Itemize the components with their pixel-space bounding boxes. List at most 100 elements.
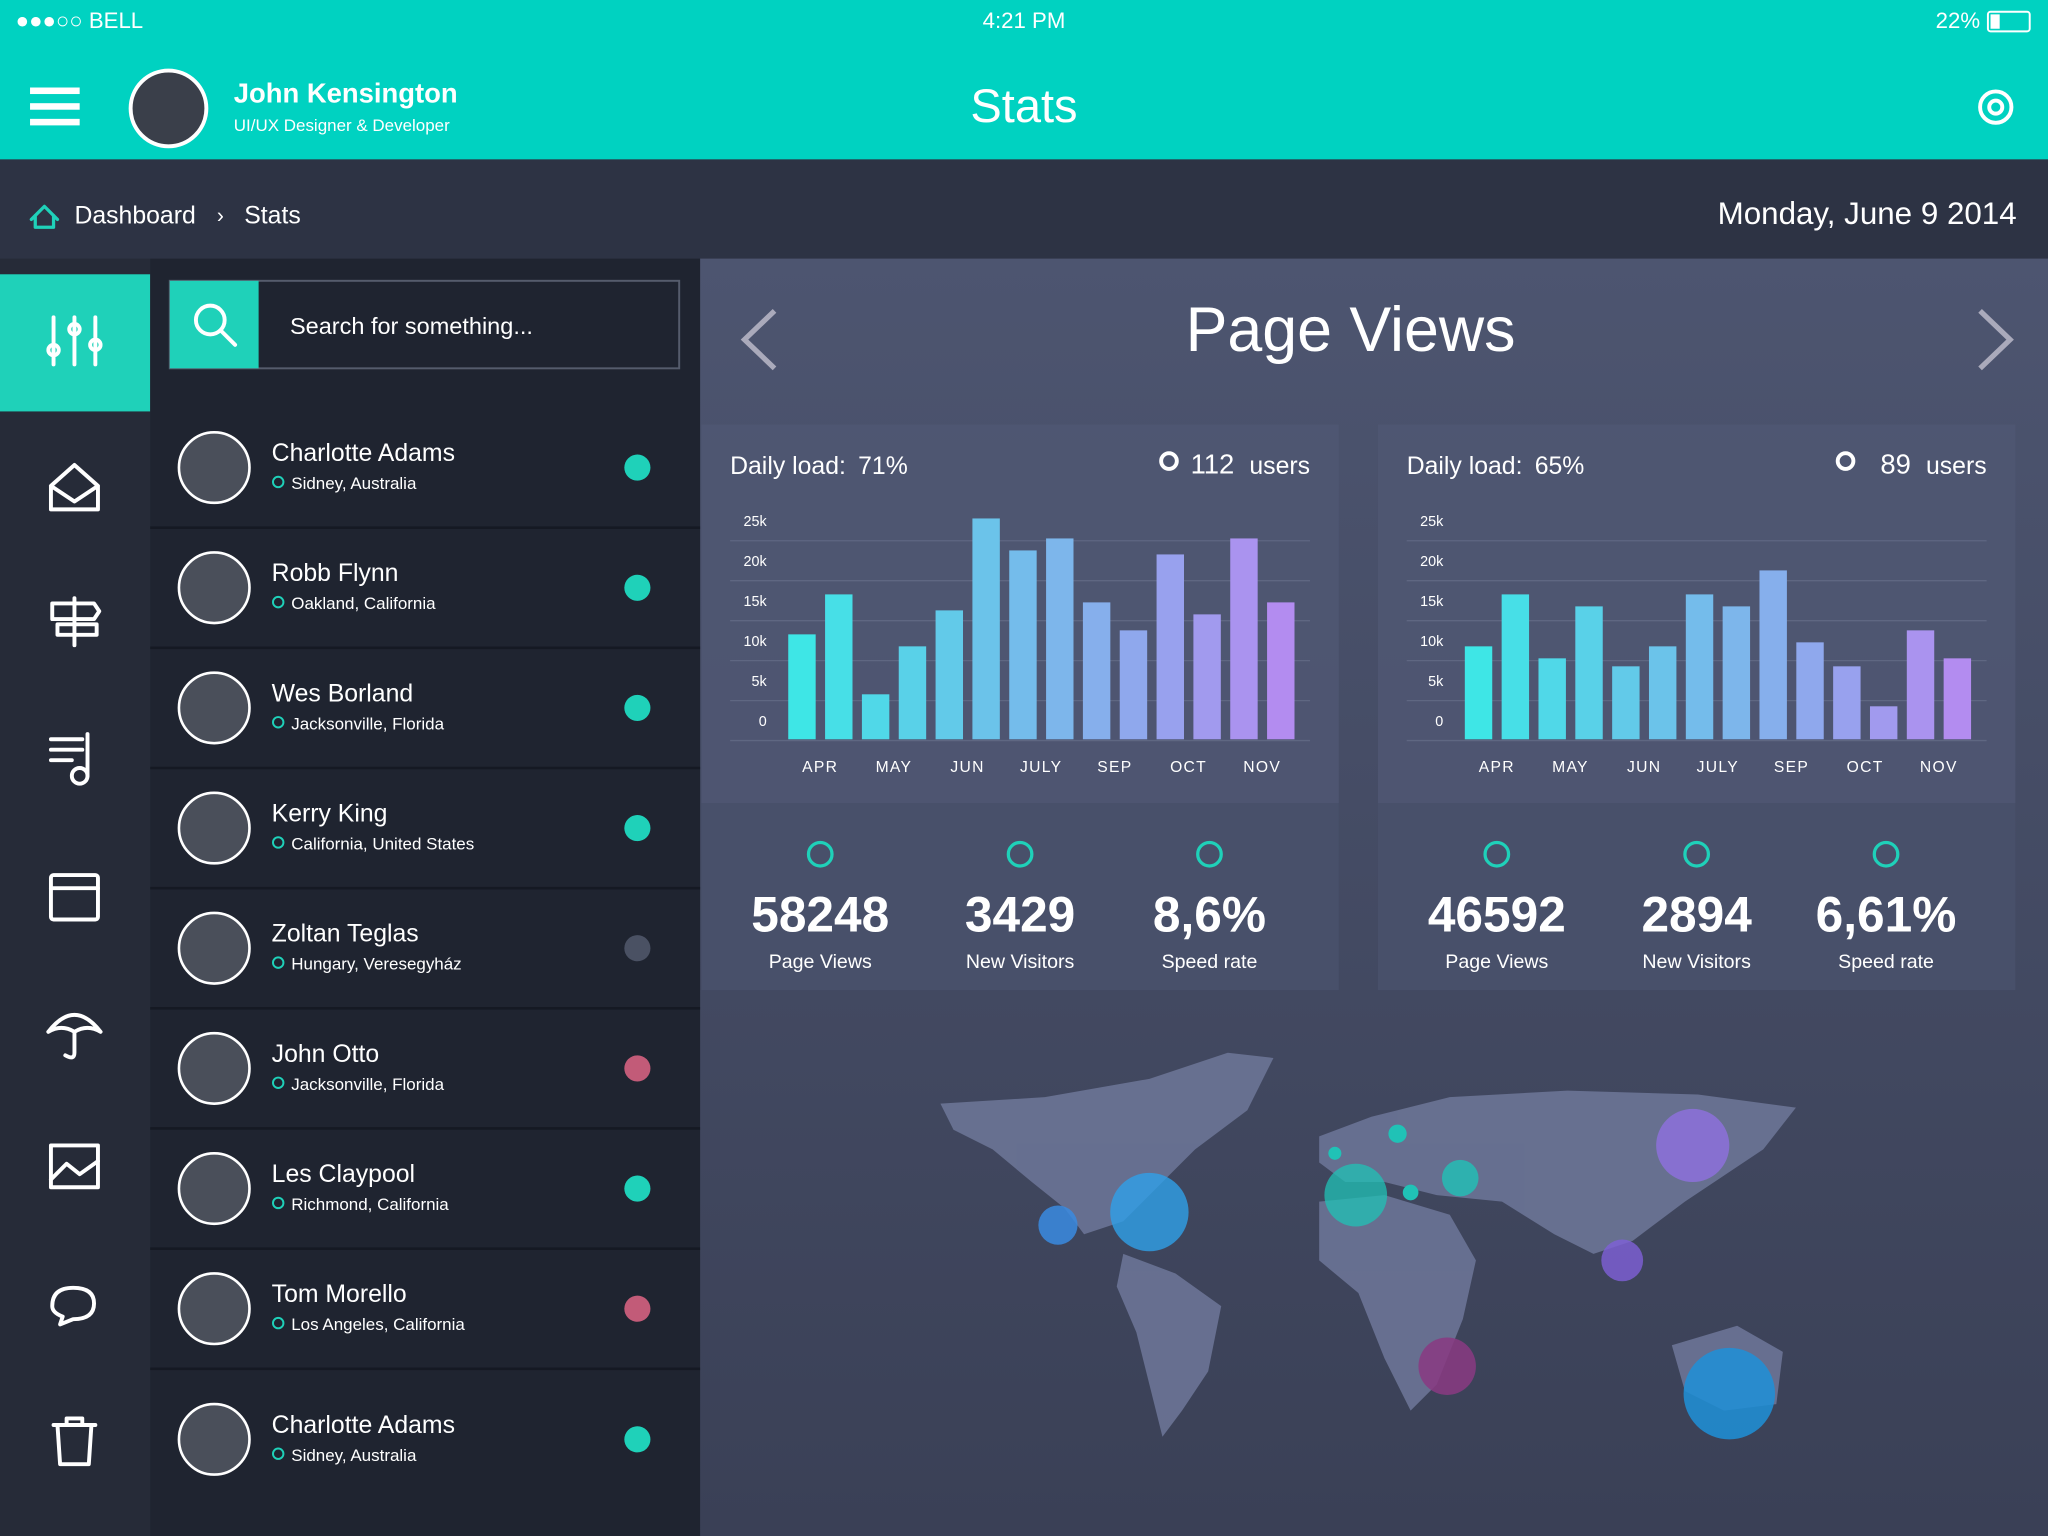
stat-icon — [1006, 840, 1034, 868]
x-tick-label: APR — [1479, 759, 1515, 776]
bar — [1230, 538, 1258, 740]
location-pin — [271, 1196, 285, 1210]
x-tick-label: MAY — [876, 759, 913, 776]
user-name[interactable]: Les Claypool — [272, 1161, 415, 1188]
bar — [1082, 602, 1111, 740]
stat-value: 58248 — [751, 886, 889, 942]
x-tick-label: SEP — [1097, 759, 1132, 776]
x-tick-label: OCT — [1847, 759, 1884, 776]
y-tick-label: 5k — [752, 674, 768, 690]
user-location: Los Angeles, California — [291, 1315, 465, 1334]
bar — [1119, 630, 1148, 740]
settings-button[interactable] — [1978, 89, 2014, 125]
user-name[interactable]: Tom Morello — [272, 1281, 407, 1308]
user-avatar[interactable] — [177, 791, 251, 865]
user-avatar[interactable] — [177, 671, 251, 745]
user-name[interactable]: Charlotte Adams — [272, 1412, 455, 1439]
load-value: 71% — [858, 453, 908, 480]
stat-label: Page Views — [769, 951, 872, 973]
bar — [1538, 658, 1566, 740]
map-bubbles — [1038, 1108, 1776, 1440]
page-title: Page Views — [1186, 295, 1516, 365]
user-location: Richmond, California — [291, 1195, 449, 1214]
profile-avatar[interactable] — [128, 68, 209, 149]
y-tick-label: 25k — [1420, 514, 1444, 530]
header-bar — [0, 0, 2048, 160]
x-tick-label: SEP — [1774, 759, 1809, 776]
user-name[interactable]: Wes Borland — [272, 680, 414, 707]
user-location: Jacksonville, Florida — [291, 714, 444, 733]
home-icon[interactable] — [29, 204, 60, 229]
user-avatar[interactable] — [177, 1151, 251, 1226]
users-count: 89 — [1880, 449, 1910, 480]
next-arrow[interactable] — [1978, 308, 2014, 371]
bar — [1612, 666, 1640, 740]
status-dot — [624, 1055, 651, 1082]
user-avatar[interactable] — [177, 1031, 251, 1105]
location-pin — [271, 716, 285, 729]
menu-button[interactable] — [30, 87, 80, 126]
location-pin — [271, 1076, 285, 1089]
y-tick-label: 15k — [1420, 594, 1444, 610]
x-tick-label: NOV — [1243, 759, 1281, 776]
status-dot — [624, 815, 651, 842]
search-icon — [193, 303, 227, 337]
bar — [898, 646, 927, 740]
location-pin — [271, 595, 285, 609]
load-label: Daily load: — [730, 453, 846, 480]
prev-arrow[interactable] — [740, 308, 777, 371]
search-placeholder[interactable]: Search for something... — [290, 313, 533, 339]
bar — [1267, 602, 1295, 740]
load-label: Daily load: — [1407, 453, 1523, 480]
stat-value: 2894 — [1641, 886, 1752, 942]
user-name[interactable]: John Otto — [272, 1041, 380, 1068]
stat-label: Speed rate — [1162, 951, 1258, 973]
x-tick-label: JUN — [1627, 759, 1661, 776]
user-avatar[interactable] — [177, 551, 251, 625]
user-location: Jacksonville, Florida — [291, 1075, 444, 1094]
battery-icon — [1986, 10, 2031, 33]
location-pin — [271, 475, 285, 489]
x-tick-label: JULY — [1697, 759, 1739, 776]
user-location: California, United States — [291, 835, 474, 854]
profile-name: John Kensington — [234, 78, 458, 109]
user-avatar[interactable] — [177, 1402, 251, 1476]
bar — [861, 694, 890, 740]
x-tick-label: APR — [802, 759, 838, 776]
user-avatar[interactable] — [177, 1272, 251, 1346]
user-name[interactable]: Robb Flynn — [272, 560, 399, 587]
x-tick-label: NOV — [1920, 759, 1958, 776]
stat-icon — [1872, 840, 1900, 868]
y-tick-label: 25k — [744, 514, 768, 530]
bar — [1759, 570, 1787, 740]
users-count: 112 — [1191, 449, 1235, 480]
breadcrumb-current: Stats — [244, 202, 301, 229]
bar — [1464, 646, 1493, 740]
status-dot — [624, 574, 651, 601]
stat-icon — [1683, 840, 1711, 868]
user-name[interactable]: Kerry King — [272, 801, 388, 828]
battery-level — [1990, 14, 2000, 29]
users-label: users — [1926, 453, 1987, 480]
bar — [1906, 630, 1935, 740]
location-pin — [271, 836, 285, 849]
user-name[interactable]: Zoltan Teglas — [272, 921, 419, 948]
bar — [1722, 606, 1751, 740]
user-location: Oakland, California — [291, 594, 436, 613]
user-name[interactable]: Charlotte Adams — [272, 440, 455, 467]
users-icon — [1159, 451, 1179, 471]
search-button[interactable] — [169, 280, 259, 369]
user-avatar[interactable] — [177, 431, 251, 505]
user-avatar[interactable] — [177, 911, 251, 985]
y-tick-label: 10k — [744, 634, 768, 650]
stat-label: Speed rate — [1838, 951, 1934, 973]
bar — [825, 594, 853, 740]
y-tick-label: 5k — [1428, 674, 1444, 690]
breadcrumb-home[interactable]: Dashboard — [74, 202, 195, 229]
battery: 22% — [1936, 8, 1980, 33]
location-pin — [271, 1447, 285, 1460]
bar — [1009, 550, 1037, 740]
search-icon-handle — [218, 328, 238, 347]
